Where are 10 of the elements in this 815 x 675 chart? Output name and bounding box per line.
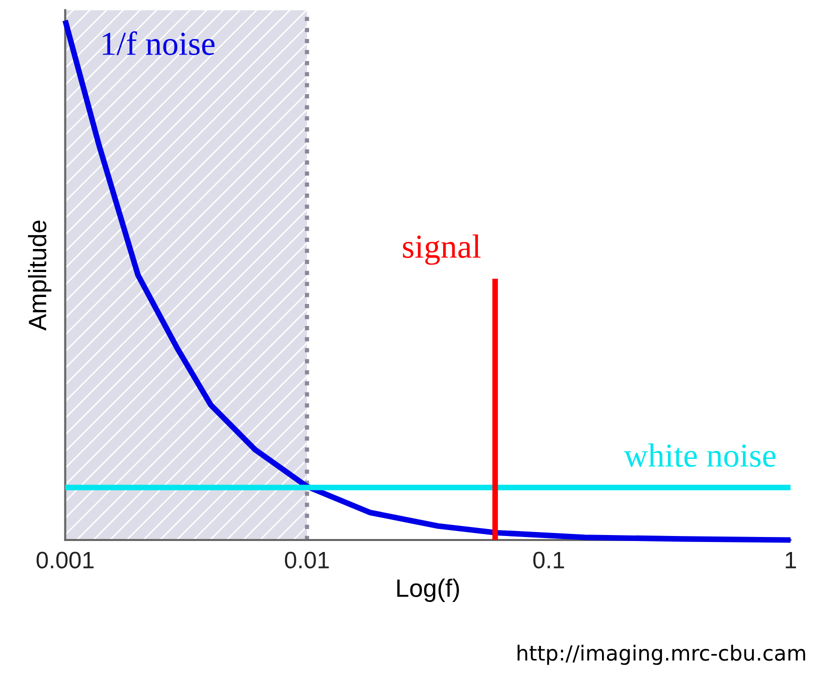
series-label: signal — [402, 234, 481, 265]
x-tick-label: 0.1 — [533, 552, 564, 568]
x-tick-label: 0.001 — [36, 552, 94, 568]
series-label: white noise — [624, 443, 776, 467]
x-axis-title: Log(f) — [397, 578, 459, 602]
x-tick-label: 1 — [786, 552, 796, 568]
text: http://imaging.mrc-cbu.cam — [518, 644, 806, 665]
x-tick-label: 0.01 — [284, 552, 329, 568]
y-axis-title: Amplitude — [28, 220, 52, 331]
series-label: 1/f noise — [102, 31, 214, 56]
